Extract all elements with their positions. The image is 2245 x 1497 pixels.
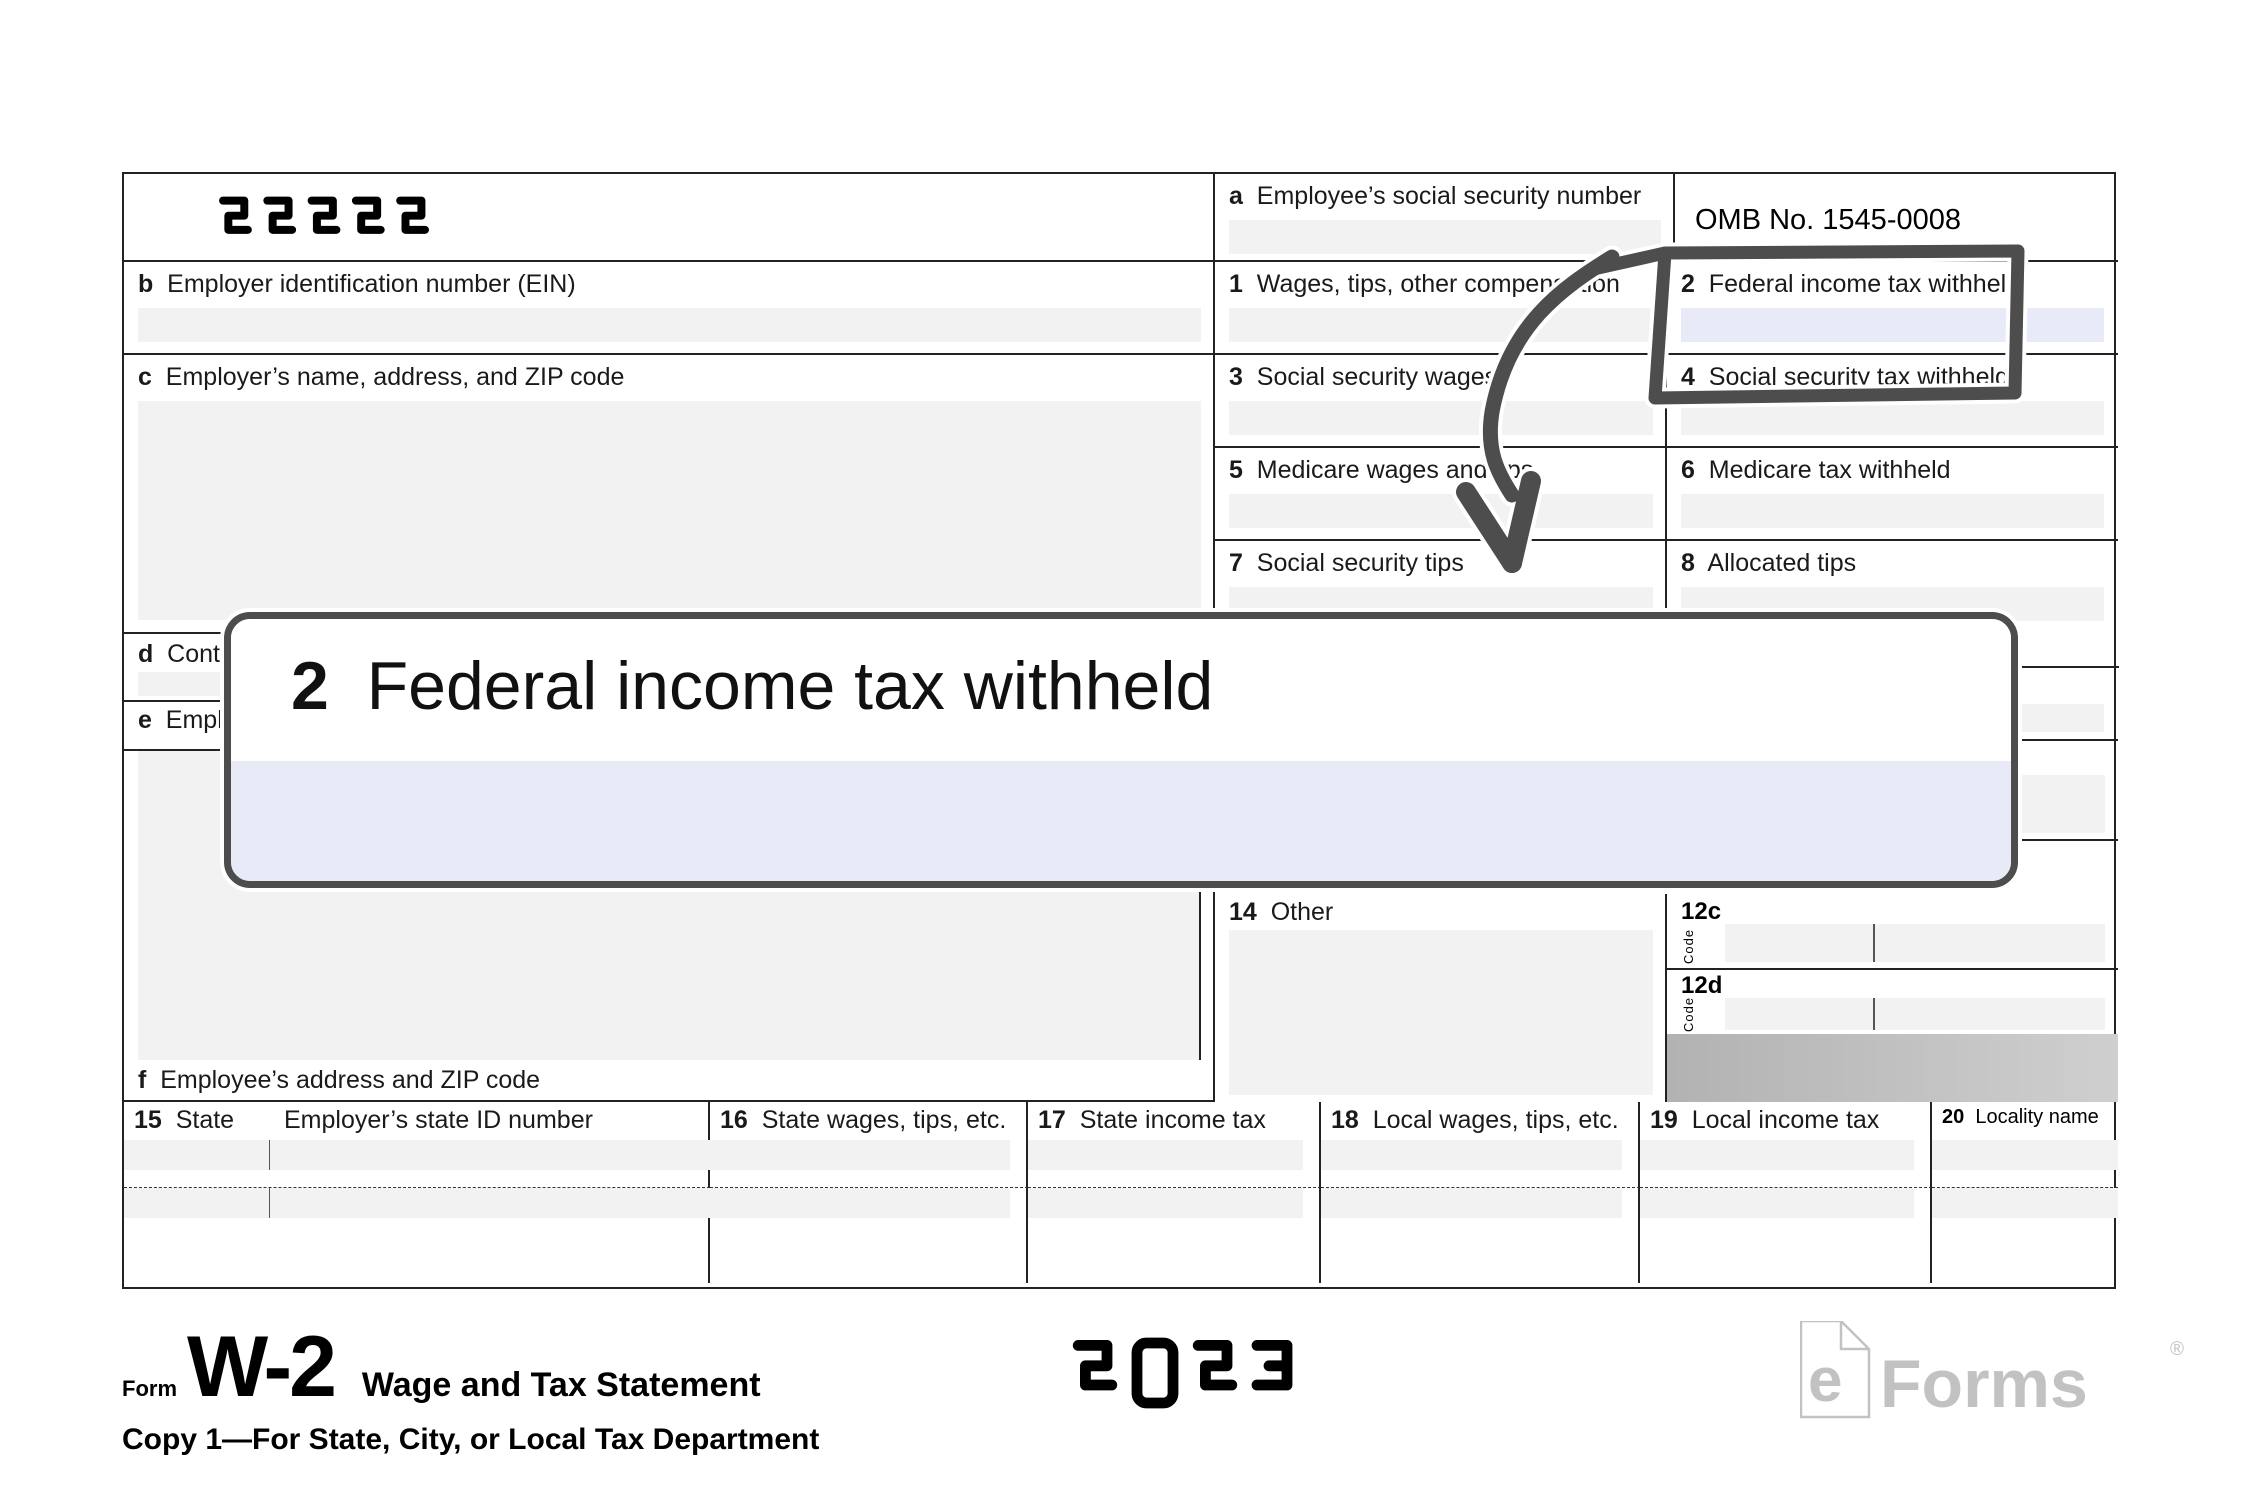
svg-text:e: e (1808, 1346, 1842, 1415)
svg-text:®: ® (2170, 1339, 2184, 1360)
svg-text:Forms: Forms (1880, 1346, 2088, 1422)
